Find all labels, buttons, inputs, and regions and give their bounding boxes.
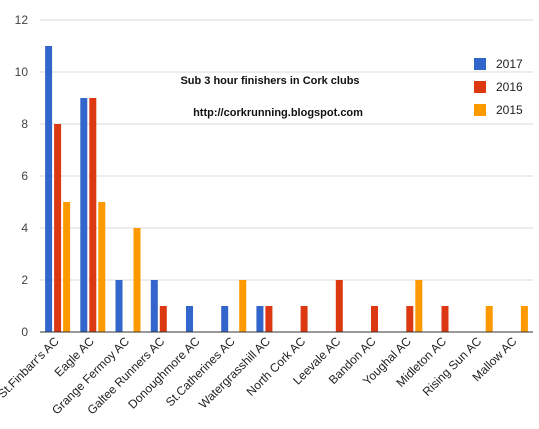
bars bbox=[45, 46, 528, 332]
y-tick-label-10: 10 bbox=[15, 65, 29, 79]
bar-bandon-ac-2016 bbox=[371, 306, 378, 332]
bar-rising-sun-ac-2015 bbox=[485, 306, 493, 332]
bar-st-catherines-ac-2017 bbox=[221, 306, 229, 332]
bar-leevale-ac-2016 bbox=[335, 280, 343, 332]
y-tick-label-12: 12 bbox=[15, 13, 29, 27]
bar-youghal-ac-2015 bbox=[415, 280, 423, 332]
legend-label-2016: 2016 bbox=[496, 80, 523, 94]
y-tick-label-6: 6 bbox=[21, 169, 28, 183]
legend: 2017 2016 2015 bbox=[474, 57, 523, 117]
legend-swatch-2017 bbox=[474, 58, 486, 70]
bar-eagle-ac-2017 bbox=[80, 98, 88, 332]
bar-watergrasshill-ac-2017 bbox=[256, 306, 264, 332]
bar-st-finbarr-s-ac-2017 bbox=[45, 46, 53, 332]
y-tick-label-4: 4 bbox=[21, 221, 28, 235]
legend-swatch-2015 bbox=[474, 104, 486, 116]
chart-annotation-url: http://corkrunning.blogspot.com bbox=[193, 107, 363, 119]
chart-annotation-title: Sub 3 hour finishers in Cork clubs bbox=[180, 75, 359, 87]
y-tick-label-8: 8 bbox=[21, 117, 28, 131]
bar-watergrasshill-ac-2016 bbox=[265, 306, 273, 332]
bar-grange-fermoy-ac-2015 bbox=[133, 228, 141, 332]
bar-donoughmore-ac-2017 bbox=[186, 306, 193, 332]
y-axis-ticks: 0 2 4 6 8 10 12 bbox=[15, 13, 29, 339]
bar-mallow-ac-2015 bbox=[520, 306, 528, 332]
legend-swatch-2016 bbox=[474, 81, 486, 93]
bar-galtee-runners-ac-2016 bbox=[159, 306, 167, 332]
bar-midleton-ac-2016 bbox=[441, 306, 449, 332]
bar-eagle-ac-2016 bbox=[89, 98, 97, 332]
bar-eagle-ac-2015 bbox=[98, 202, 106, 332]
bar-st-catherines-ac-2015 bbox=[239, 280, 247, 332]
bar-st-finbarr-s-ac-2015 bbox=[63, 202, 71, 332]
legend-label-2015: 2015 bbox=[496, 103, 523, 117]
bar-youghal-ac-2016 bbox=[406, 306, 414, 332]
bar-grange-fermoy-ac-2017 bbox=[115, 280, 123, 332]
y-tick-label-2: 2 bbox=[21, 273, 28, 287]
bar-north-cork-ac-2016 bbox=[300, 306, 308, 332]
bar-galtee-runners-ac-2017 bbox=[150, 280, 158, 332]
gridlines bbox=[40, 19, 533, 281]
bar-st-finbarr-s-ac-2016 bbox=[54, 124, 62, 332]
legend-label-2017: 2017 bbox=[496, 57, 523, 71]
y-tick-label-0: 0 bbox=[21, 325, 28, 339]
